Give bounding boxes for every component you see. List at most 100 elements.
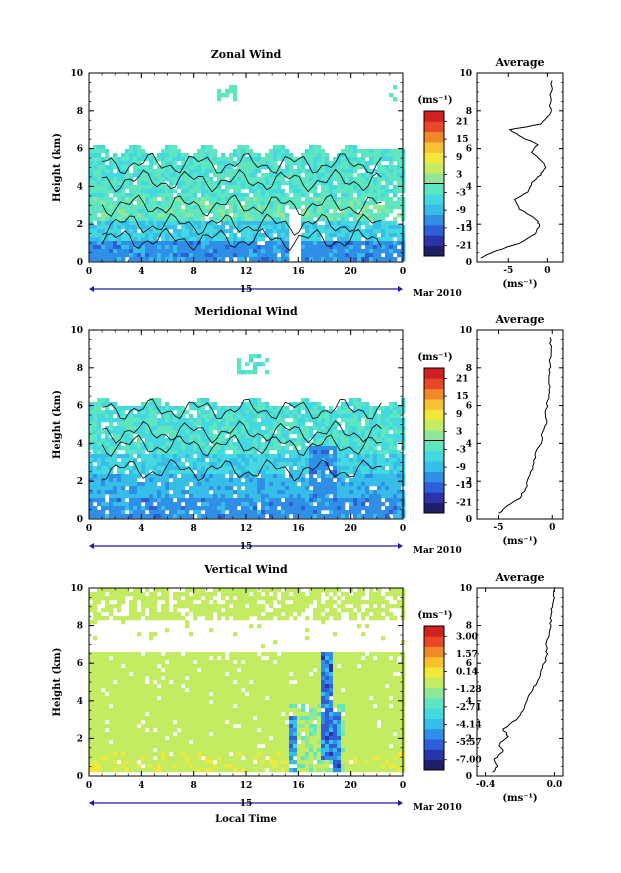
heatmap-cell xyxy=(389,418,394,423)
heatmap-cell xyxy=(365,494,370,499)
heatmap-cell xyxy=(125,506,130,511)
heatmap-cell xyxy=(189,193,194,198)
heatmap-cell xyxy=(273,197,278,202)
heatmap-cell xyxy=(397,406,402,411)
heatmap-cell xyxy=(113,249,118,254)
heatmap-cell xyxy=(221,406,226,411)
heatmap-cell xyxy=(109,245,114,250)
heatmap-cell xyxy=(149,486,154,491)
heatmap-cell xyxy=(321,486,326,491)
heatmap-cell xyxy=(289,438,294,443)
heatmap-cell xyxy=(273,426,278,431)
heatmap-cell xyxy=(109,213,114,218)
heatmap-cell xyxy=(113,209,118,214)
heatmap-cell xyxy=(129,189,134,194)
heatmap-cell xyxy=(109,418,114,423)
heatmap-cell xyxy=(205,494,210,499)
heatmap-cell xyxy=(129,454,134,459)
heatmap-cell xyxy=(89,752,94,757)
heatmap-cell xyxy=(305,402,310,407)
heatmap-cell xyxy=(273,169,278,174)
heatmap-cell xyxy=(273,165,278,170)
heatmap-cell xyxy=(197,157,202,162)
heatmap-cell xyxy=(165,161,170,166)
heatmap-cell xyxy=(225,506,230,511)
colorbar-tick-label: -3 xyxy=(456,445,466,455)
heatmap-cell xyxy=(121,169,126,174)
heatmap-cell xyxy=(101,752,106,757)
heatmap-cell xyxy=(89,149,94,154)
heatmap-cell xyxy=(185,181,190,186)
heatmap-cell xyxy=(265,486,270,491)
heatmap-cell xyxy=(233,149,238,154)
heatmap-cell xyxy=(269,193,274,198)
y-tick-label: 4 xyxy=(77,182,83,192)
heatmap-cell xyxy=(277,462,282,467)
heatmap-cell xyxy=(173,510,178,515)
heatmap-cell xyxy=(393,193,398,198)
heatmap-cell xyxy=(305,257,310,262)
heatmap-cell xyxy=(257,426,262,431)
heatmap-cell xyxy=(329,462,334,467)
heatmap-cell xyxy=(261,189,266,194)
heatmap-cell xyxy=(213,418,218,423)
heatmap-cell xyxy=(241,502,246,507)
heatmap-cell xyxy=(253,241,258,246)
heatmap-cell xyxy=(345,462,350,467)
heatmap-cell xyxy=(261,197,266,202)
heatmap-cell xyxy=(113,185,118,190)
heatmap-cell xyxy=(365,510,370,515)
heatmap-cell xyxy=(93,434,98,439)
heatmap-cell xyxy=(101,668,106,673)
heatmap-cell xyxy=(193,442,198,447)
heatmap-cell xyxy=(117,656,122,661)
heatmap-cell xyxy=(177,217,182,222)
heatmap-cell xyxy=(345,490,350,495)
heatmap-cell xyxy=(105,221,110,226)
heatmap-cell xyxy=(205,229,210,234)
heatmap-cell xyxy=(317,410,322,415)
heatmap-cell xyxy=(169,494,174,499)
heatmap-cell xyxy=(281,490,286,495)
heatmap-cell xyxy=(265,510,270,515)
heatmap-cell xyxy=(241,514,246,519)
heatmap-cell xyxy=(289,462,294,467)
heatmap-cell xyxy=(241,241,246,246)
heatmap-cell xyxy=(149,193,154,198)
heatmap-cell xyxy=(393,201,398,206)
heatmap-cell xyxy=(101,418,106,423)
heatmap-cell xyxy=(389,245,394,250)
profile-y-tick-label: 6 xyxy=(466,402,472,412)
heatmap-cell xyxy=(241,454,246,459)
heatmap-cell xyxy=(185,438,190,443)
heatmap-cell xyxy=(181,233,186,238)
heatmap-cell xyxy=(197,466,202,471)
heatmap-cell xyxy=(317,434,322,439)
heatmap-cell xyxy=(333,213,338,218)
heatmap-cell xyxy=(173,173,178,178)
heatmap-cell xyxy=(217,454,222,459)
heatmap-cell xyxy=(381,486,386,491)
heatmap-cell xyxy=(273,458,278,463)
heatmap-cell xyxy=(309,450,314,455)
heatmap-cell xyxy=(185,410,190,415)
heatmap-cell xyxy=(129,498,134,503)
heatmap-cell xyxy=(173,442,178,447)
heatmap-cell xyxy=(245,213,250,218)
heatmap-cell xyxy=(89,514,94,519)
heatmap-cell xyxy=(265,438,270,443)
heatmap-cell xyxy=(277,145,282,150)
heatmap-cell xyxy=(177,257,182,262)
heatmap-cell xyxy=(101,253,106,258)
heatmap-cell xyxy=(397,486,402,491)
heatmap-cell xyxy=(177,410,182,415)
heatmap-cell xyxy=(181,177,186,182)
heatmap-cell xyxy=(369,498,374,503)
heatmap-cell xyxy=(149,229,154,234)
heatmap-cell xyxy=(161,221,166,226)
heatmap-cell xyxy=(213,245,218,250)
heatmap-cell xyxy=(265,506,270,511)
heatmap-cell xyxy=(89,604,94,609)
heatmap-cell xyxy=(325,241,330,246)
heatmap-cell xyxy=(349,245,354,250)
